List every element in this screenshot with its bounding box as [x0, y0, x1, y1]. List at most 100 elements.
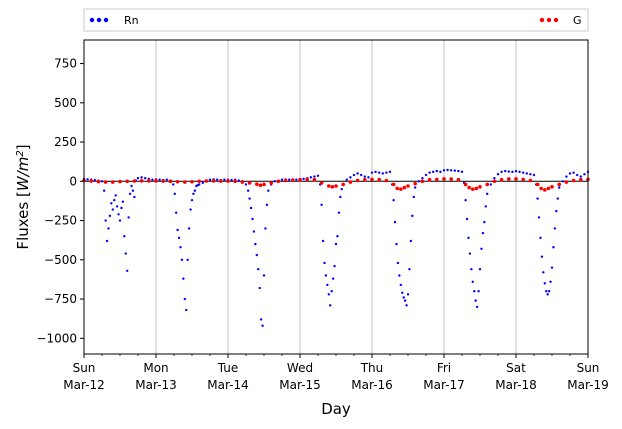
data-point-rn — [258, 286, 261, 290]
data-point-rn — [151, 178, 154, 181]
x-tick-label-date: Mar-13 — [135, 378, 176, 392]
data-point-rn — [417, 180, 420, 183]
data-point-g — [543, 188, 547, 192]
plot-area — [84, 40, 588, 354]
data-point-rn — [201, 181, 204, 185]
data-point-rn — [102, 189, 106, 192]
data-point-rn — [186, 258, 189, 261]
data-point-g — [258, 183, 263, 188]
data-point-rn — [552, 246, 555, 249]
data-point-g — [535, 182, 540, 187]
data-point-g — [384, 178, 389, 183]
data-point-g — [427, 177, 432, 182]
data-point-rn — [435, 169, 438, 173]
legend-g-marker — [539, 17, 545, 23]
data-point-g — [168, 179, 173, 184]
data-point-rn — [110, 202, 113, 205]
data-point-rn — [489, 183, 492, 186]
data-point-rn — [504, 169, 507, 173]
data-point-rn — [529, 173, 532, 176]
data-point-rn — [496, 173, 500, 176]
x-tick-label-day: Sun — [577, 361, 600, 375]
y-axis-ticks: −1000 −750 −500 −250 0 250 500 750 — [36, 57, 84, 345]
data-point-rn — [403, 299, 407, 302]
data-point-g — [298, 177, 302, 182]
data-point-rn — [421, 176, 424, 180]
data-point-rn — [500, 170, 503, 174]
legend: Rn G — [83, 8, 589, 32]
x-tick-label-day: Wed — [287, 361, 313, 375]
data-point-g — [546, 186, 551, 191]
data-point-rn — [549, 280, 552, 283]
data-point-g — [413, 181, 418, 186]
legend-rn-marker — [89, 17, 95, 23]
data-point-g — [139, 179, 144, 183]
data-point-rn — [173, 192, 176, 196]
data-point-rn — [378, 171, 381, 174]
data-point-rn — [406, 293, 410, 296]
data-point-rn — [280, 178, 284, 181]
data-point-g — [211, 179, 216, 183]
data-point-g — [435, 177, 439, 182]
data-point-rn — [329, 304, 332, 307]
data-point-g — [550, 185, 554, 189]
data-point-rn — [401, 291, 404, 294]
data-point-rn — [177, 236, 181, 240]
data-point-rn — [388, 170, 392, 174]
data-point-rn — [411, 214, 414, 218]
data-point-g — [467, 185, 472, 190]
x-axis-label: Day — [321, 400, 351, 418]
data-point-g — [233, 179, 237, 184]
data-point-rn — [402, 296, 405, 299]
data-point-g — [499, 177, 504, 182]
data-point-rn — [363, 175, 366, 178]
data-point-rn — [108, 214, 112, 218]
legend-rn-label: Rn — [124, 14, 139, 27]
x-tick-label-day: Thu — [360, 361, 384, 375]
data-point-rn — [579, 175, 582, 178]
data-point-rn — [176, 228, 179, 232]
data-point-rn — [246, 189, 250, 192]
data-point-rn — [267, 189, 270, 192]
data-point-rn — [183, 297, 186, 301]
data-point-g — [111, 180, 115, 184]
data-point-rn — [262, 274, 266, 277]
data-point-g — [283, 178, 288, 183]
data-point-g — [370, 177, 374, 182]
data-point-g — [363, 177, 367, 182]
data-point-rn — [398, 274, 401, 277]
data-point-rn — [248, 197, 251, 200]
data-point-rn — [470, 268, 473, 271]
data-point-rn — [339, 195, 342, 199]
data-point-rn — [107, 227, 110, 230]
data-point-rn — [190, 198, 194, 202]
data-point-g — [406, 184, 410, 188]
data-point-rn — [309, 176, 312, 179]
data-point-rn — [522, 171, 525, 174]
data-point-rn — [117, 213, 120, 216]
data-point-g — [395, 186, 400, 191]
data-point-rn — [158, 178, 161, 181]
data-point-rn — [144, 176, 147, 180]
data-point-rn — [345, 178, 348, 181]
data-point-g — [579, 177, 583, 182]
data-point-rn — [130, 184, 133, 188]
data-point-rn — [414, 186, 417, 189]
data-point-g — [330, 185, 335, 189]
data-point-g — [463, 182, 468, 187]
x-tick-label-date: Mar-16 — [351, 378, 392, 392]
data-point-rn — [543, 282, 546, 285]
data-point-g — [240, 180, 245, 184]
data-point-rn — [140, 176, 143, 179]
data-point-rn — [326, 283, 329, 287]
data-point-rn — [192, 192, 195, 196]
data-point-rn — [316, 174, 320, 178]
data-point-rn — [252, 230, 256, 233]
data-point-g — [312, 177, 317, 182]
data-point-rn — [453, 169, 456, 172]
data-point-rn — [336, 235, 339, 238]
data-point-rn — [374, 170, 377, 174]
data-point-rn — [467, 236, 470, 240]
data-point-rn — [565, 175, 568, 178]
data-point-g — [528, 178, 533, 183]
